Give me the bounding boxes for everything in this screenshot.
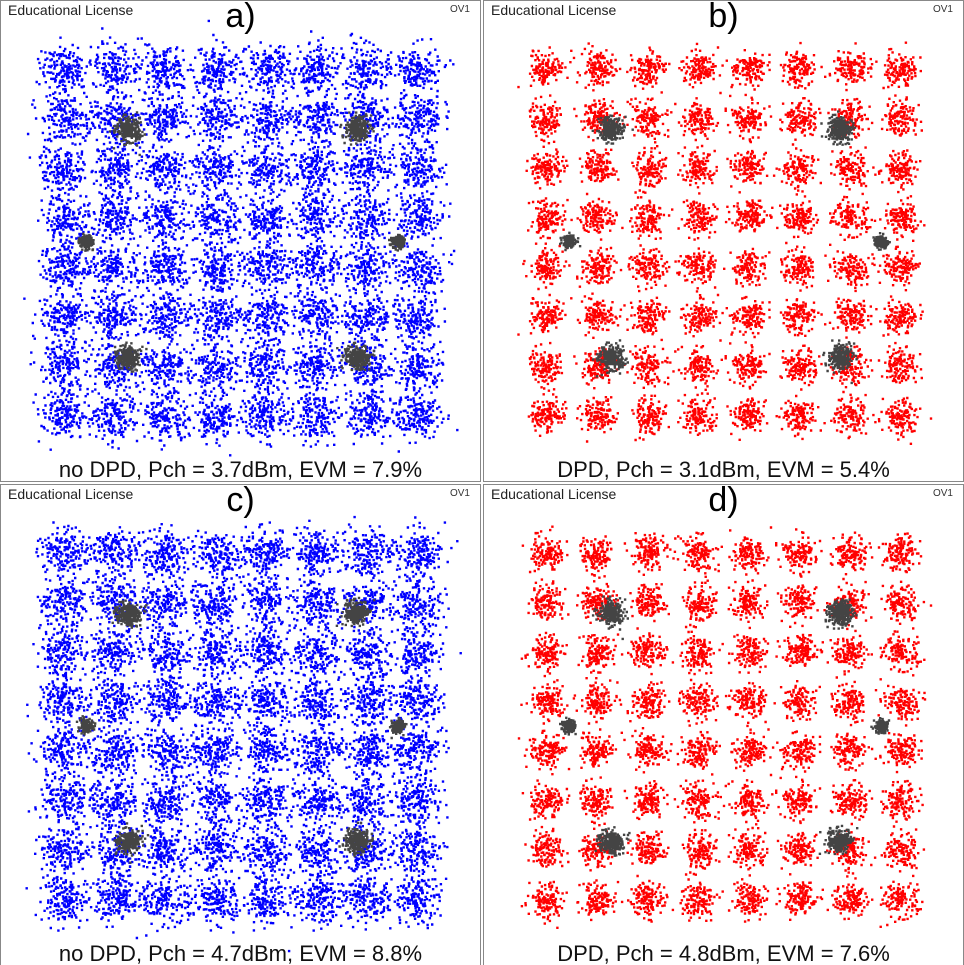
constellation-plot [25,515,462,953]
license-text: Educational License [491,486,617,502]
panel-caption: DPD, Pch = 3.1dBm, EVM = 5.4% [557,457,890,482]
symbol-cloud [23,19,459,457]
panel-label: d) [708,484,739,519]
panel-caption: no DPD, Pch = 4.7dBm, EVM = 8.8% [58,941,423,965]
trace-tag: OV1 [932,488,953,499]
panel-label: c) [226,484,255,519]
constellation-panel: Educational License OV1 a) no DPD, Pch = 3.… [0,0,481,482]
constellation-panel: Educational License OV1 d) DPD, Pch = 4.8dB… [483,484,964,965]
license-text: Educational License [8,486,134,502]
panel-label: b) [708,0,739,35]
panel-caption: no DPD, Pch = 3.7dBm, EVM = 7.9% [58,457,423,482]
constellation-panel: Educational License OV1 c) no DPD, Pch = 4.… [0,484,481,965]
license-text: Educational License [491,2,617,18]
constellation-plot [23,19,459,457]
panel-label: a) [225,0,256,35]
license-text: Educational License [8,2,134,18]
symbol-cloud [517,525,933,929]
pilot-cloud [559,595,891,857]
constellation-panel: Educational License OV1 b) DPD, Pch = 3.1dB… [483,0,964,482]
panel-caption: DPD, Pch = 4.8dBm, EVM = 7.6% [557,941,890,965]
constellation-plot [517,525,933,929]
symbol-cloud [25,515,462,953]
constellation-plot [517,41,933,445]
trace-tag: OV1 [449,488,470,499]
trace-tag: OV1 [449,4,470,15]
symbol-cloud [517,41,933,445]
trace-tag: OV1 [932,4,953,15]
